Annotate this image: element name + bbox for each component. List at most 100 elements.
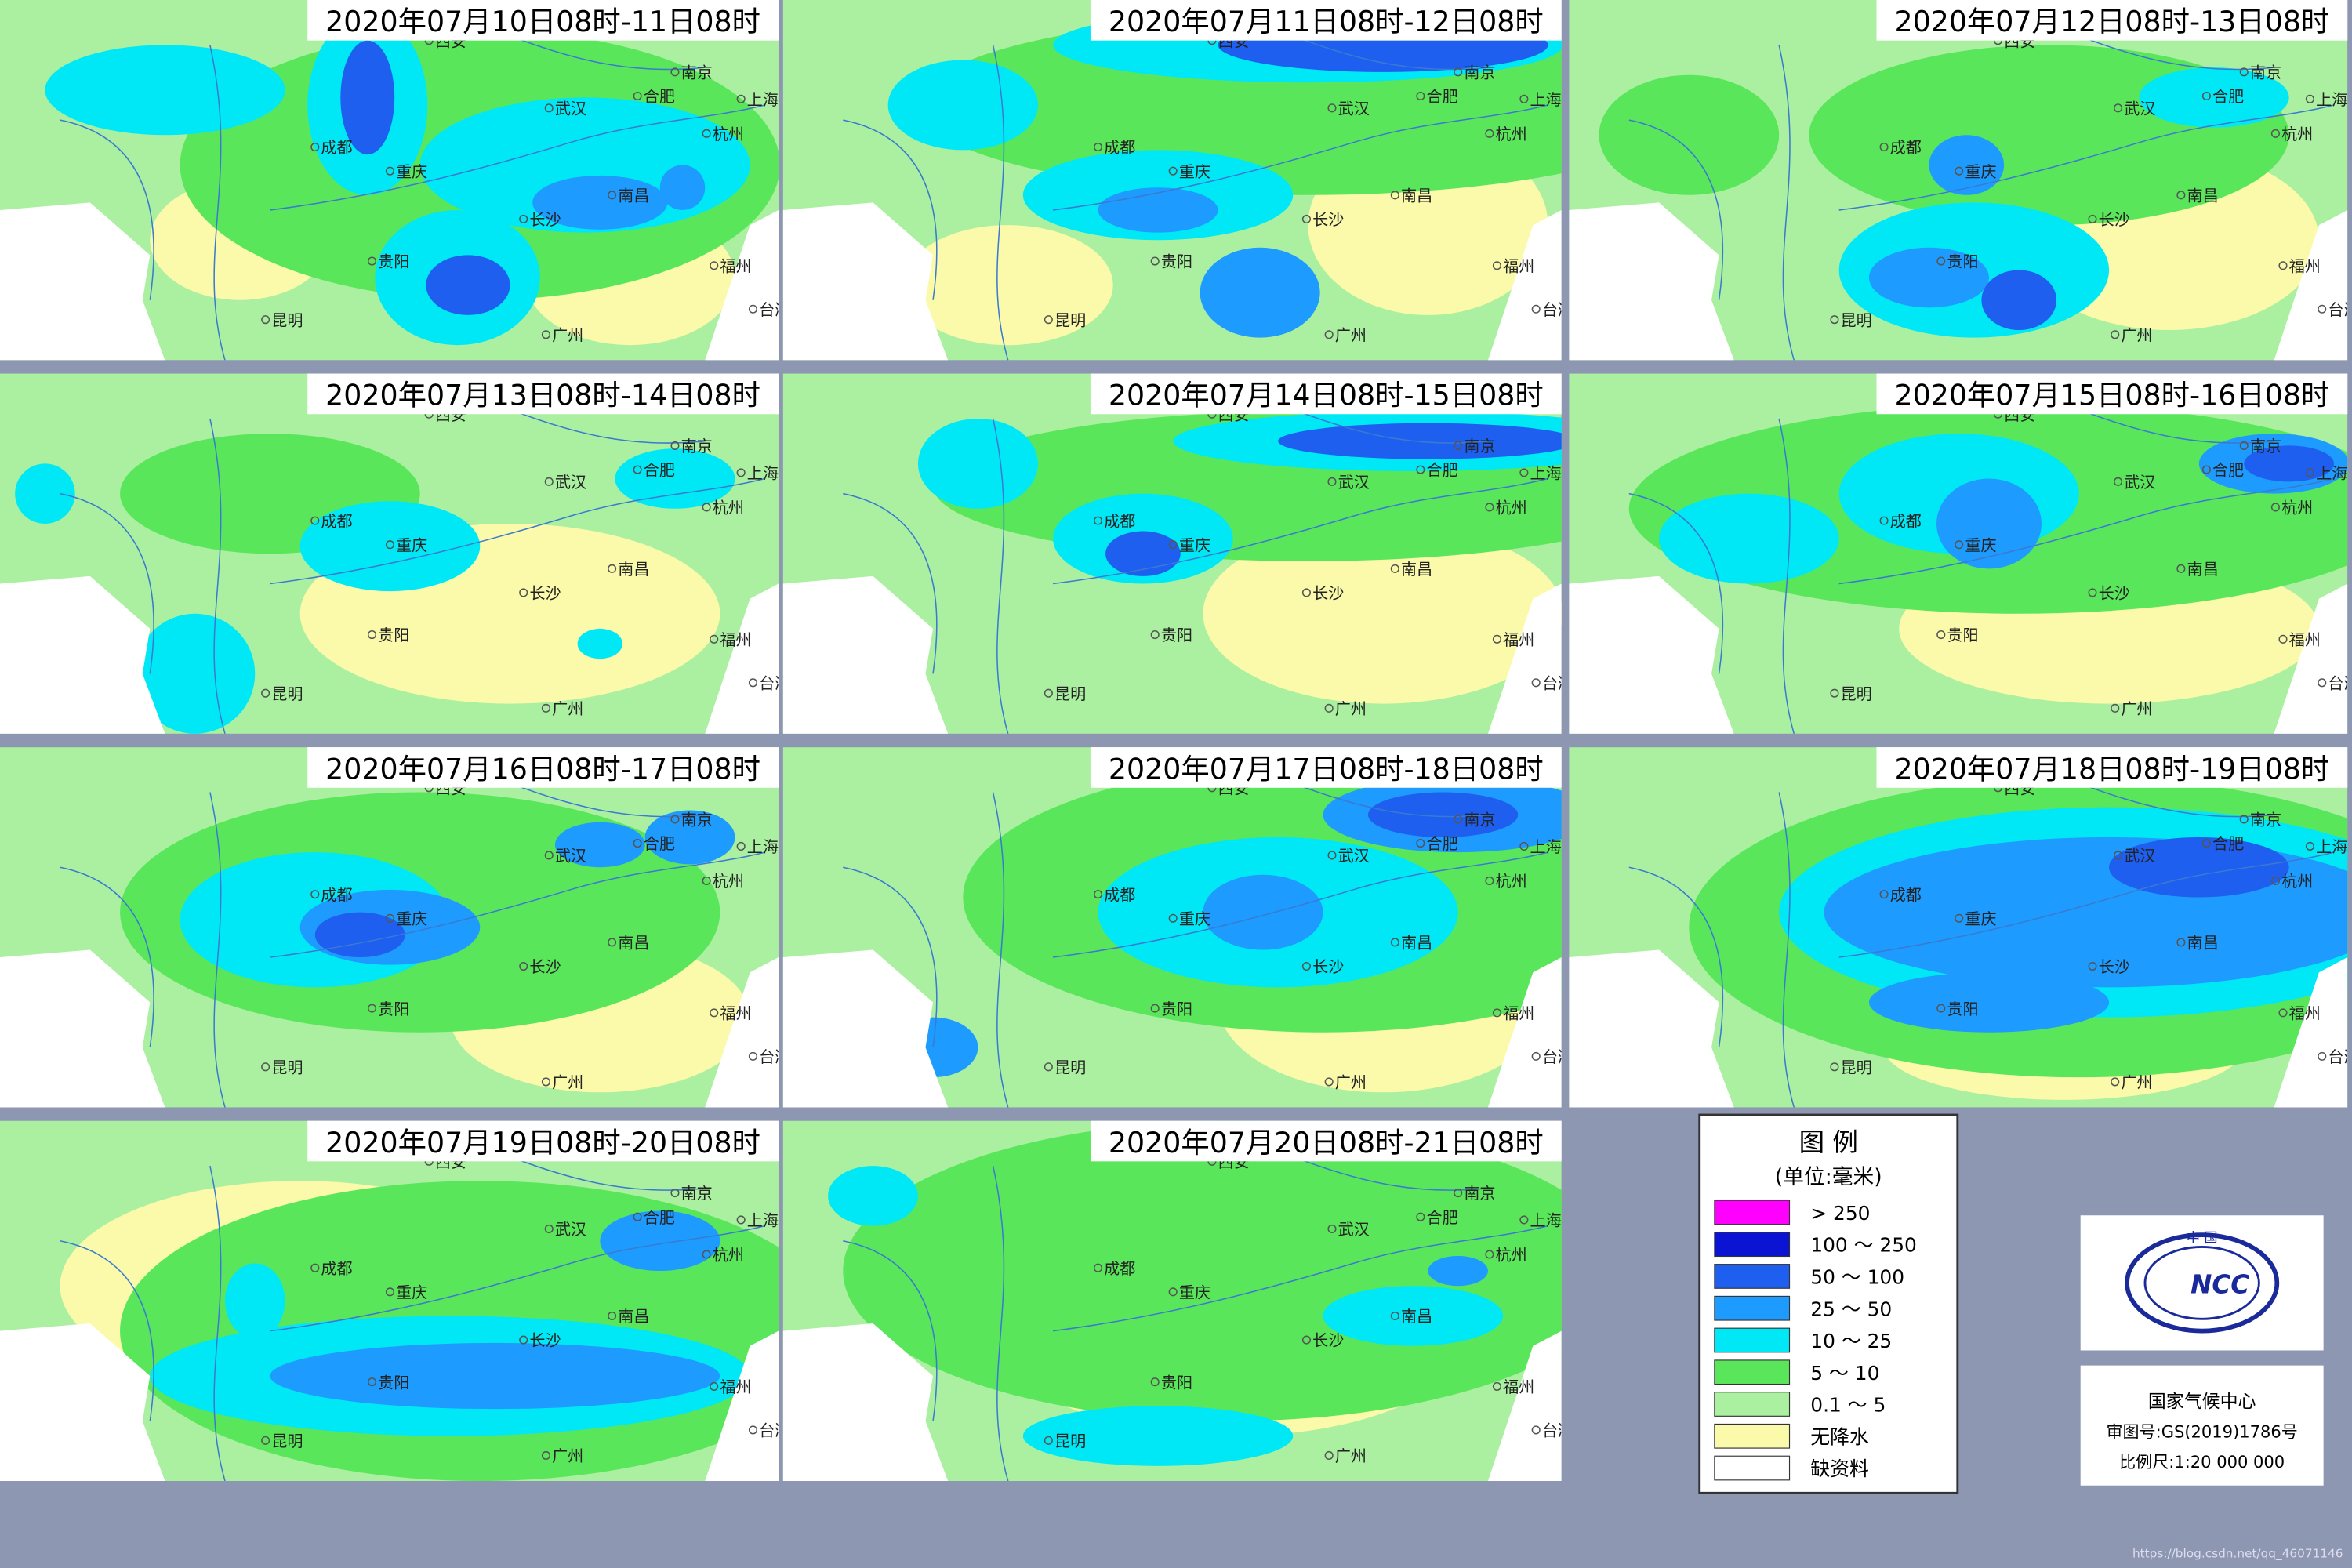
city-marker: [2239, 815, 2249, 824]
city-label: 南京: [1464, 64, 1495, 82]
city-marker: [1390, 1311, 1399, 1321]
rain-zone: [1428, 1255, 1488, 1287]
city-marker: [1879, 890, 1889, 899]
rain-zone: [554, 822, 645, 868]
rain-zone: [1936, 478, 2042, 569]
city-label: 杭州: [1496, 1246, 1527, 1265]
rain-zone: [1200, 247, 1320, 338]
city-label: 广州: [552, 699, 583, 718]
rain-zone: [1868, 972, 2110, 1033]
city-marker: [367, 256, 377, 266]
city-label: 重庆: [1965, 909, 1996, 928]
city-label: 台湾: [1542, 300, 1573, 319]
city-marker: [2270, 503, 2280, 512]
city-label: 福州: [720, 630, 751, 649]
city-label: 武汉: [1338, 99, 1370, 118]
map-panel: 西安南京合肥武汉上海成都重庆杭州长沙南昌贵阳福州昆明广州台湾2020年07月12…: [1569, 0, 2348, 361]
city-marker: [2201, 839, 2211, 848]
city-marker: [1955, 913, 1964, 923]
city-marker: [1327, 103, 1337, 113]
city-marker: [1093, 143, 1103, 152]
city-marker: [261, 688, 270, 698]
panel-title-box: [307, 0, 779, 41]
city-marker: [2111, 703, 2120, 713]
city-marker: [2305, 94, 2314, 103]
city-label: 昆明: [271, 684, 303, 703]
city-label: 上海: [1530, 837, 1562, 856]
rain-zone: [532, 175, 668, 230]
city-label: 贵阳: [1161, 252, 1192, 271]
city-label: 南京: [681, 1184, 713, 1203]
city-marker: [710, 634, 719, 644]
city-label: 武汉: [555, 847, 586, 866]
city-marker: [367, 630, 377, 640]
city-label: 南京: [681, 64, 713, 82]
panel-title: 2020年07月14日08时-15日08时: [1109, 379, 1544, 412]
city-label: 重庆: [1179, 1283, 1210, 1301]
legend-swatch: [1714, 1359, 1791, 1385]
city-marker: [1936, 256, 1946, 266]
city-marker: [1093, 516, 1103, 525]
panel-title: 2020年07月20日08时-21日08时: [1109, 1126, 1544, 1160]
city-marker: [1390, 938, 1399, 947]
city-label: 重庆: [1965, 162, 1996, 181]
city-label: 长沙: [2099, 957, 2130, 976]
legend-swatch: [1714, 1455, 1791, 1481]
city-marker: [1830, 688, 1839, 698]
city-marker: [633, 465, 642, 474]
city-label: 上海: [747, 90, 779, 109]
legend-swatch: [1714, 1392, 1791, 1417]
city-label: 武汉: [2124, 847, 2155, 866]
city-marker: [710, 1381, 719, 1391]
city-marker: [1301, 214, 1312, 223]
panel-title-box: [307, 747, 779, 788]
city-label: 成都: [321, 138, 352, 157]
city-marker: [544, 851, 554, 860]
city-label: 武汉: [1338, 473, 1370, 492]
river: [1778, 418, 1795, 734]
legend: 图 例 (单位:毫米) > 250 100 ～ 250 50 ～ 100 25 ～ 5…: [1698, 1113, 1959, 1494]
city-label: 福州: [1503, 1377, 1534, 1396]
city-label: 南昌: [618, 186, 649, 205]
city-label: 南昌: [2187, 186, 2219, 205]
city-label: 长沙: [2099, 584, 2130, 603]
city-label: 广州: [2121, 325, 2152, 344]
city-marker: [519, 588, 528, 597]
rain-zone: [1929, 135, 2005, 195]
city-marker: [1454, 815, 1463, 824]
city-label: 杭州: [1496, 872, 1527, 891]
city-label: 成都: [321, 1259, 352, 1278]
city-label: 南昌: [1401, 560, 1432, 579]
city-label: 台湾: [759, 673, 790, 692]
city-marker: [1044, 1436, 1053, 1445]
map-area: 西安南京合肥武汉上海成都重庆杭州长沙南昌贵阳福州昆明广州台湾: [0, 373, 790, 734]
river: [270, 104, 765, 211]
city-marker: [1301, 961, 1312, 971]
city-label: 上海: [1530, 464, 1562, 483]
city-label: 南昌: [2187, 560, 2219, 579]
city-label: 成都: [321, 885, 352, 904]
city-marker: [736, 841, 746, 851]
missing-data-area: [0, 575, 165, 734]
city-label: 南京: [1464, 811, 1495, 829]
city-label: 昆明: [1841, 1058, 1872, 1076]
rain-zone: [843, 1120, 1562, 1421]
city-label: 杭州: [2281, 125, 2313, 143]
city-marker: [2201, 465, 2211, 474]
city-marker: [2113, 477, 2123, 486]
city-marker: [1492, 261, 1501, 270]
map-area: 西安南京合肥武汉上海成都重庆杭州长沙南昌贵阳福州昆明广州台湾: [782, 0, 1573, 361]
city-label: 广州: [2121, 1073, 2152, 1092]
city-marker: [1168, 540, 1178, 550]
missing-data-area: [782, 1323, 949, 1481]
city-marker: [2239, 67, 2249, 77]
city-marker: [385, 166, 394, 176]
city-label: 南京: [1464, 437, 1495, 456]
city-label: 福州: [720, 1377, 751, 1396]
city-label: 成都: [1104, 138, 1135, 157]
city-label: 重庆: [1179, 909, 1210, 928]
